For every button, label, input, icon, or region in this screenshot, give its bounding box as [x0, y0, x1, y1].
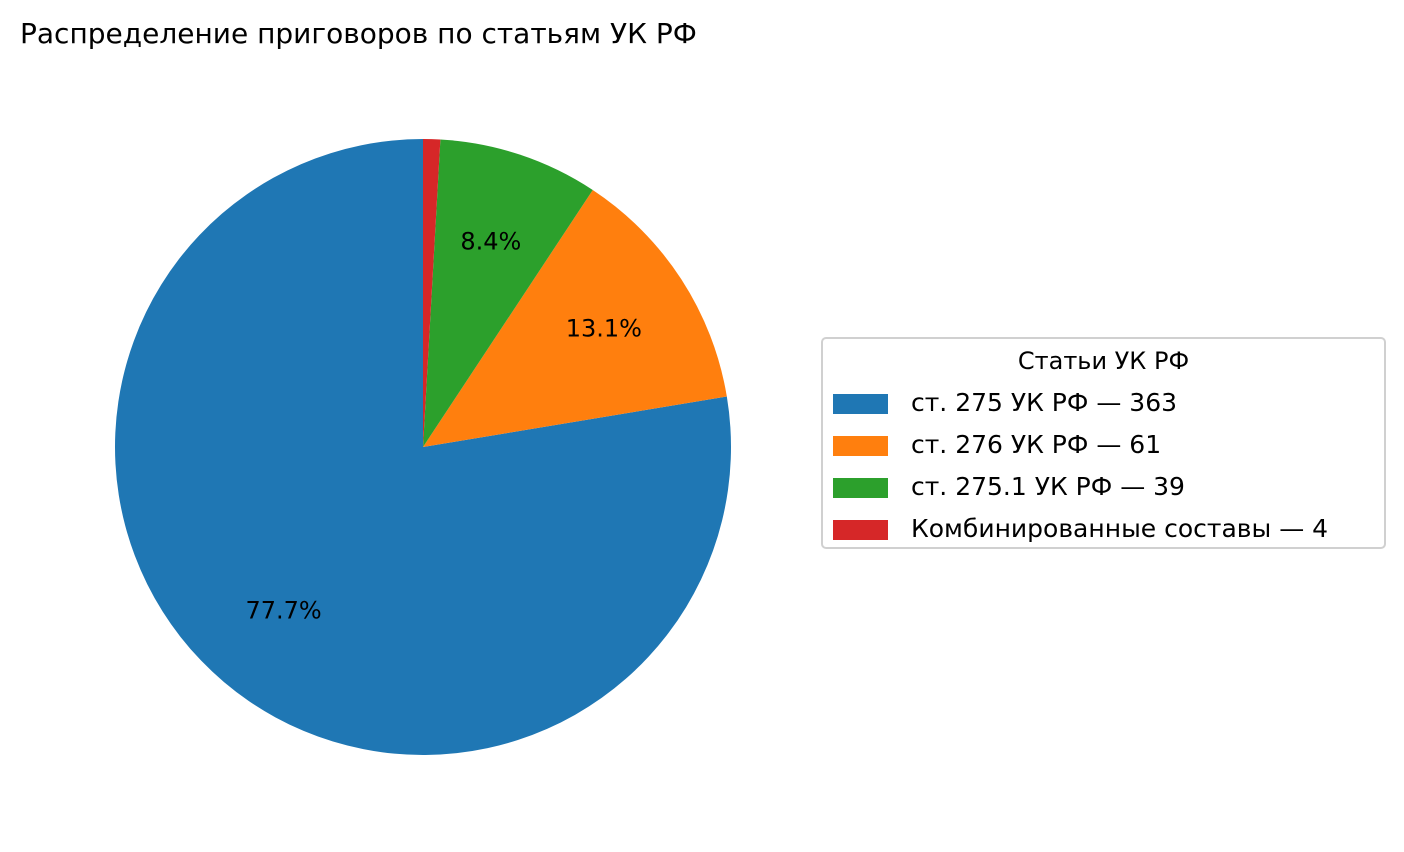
legend-swatch — [833, 394, 888, 414]
legend-label: Комбинированные составы — 4 — [911, 514, 1328, 543]
pie-slice — [423, 139, 593, 447]
legend-box — [821, 337, 1386, 549]
legend-swatch — [833, 436, 888, 456]
legend-title: Статьи УК РФ — [1018, 347, 1189, 375]
slice-label: 8.4% — [460, 227, 521, 255]
legend-label: ст. 275.1 УК РФ — 39 — [911, 472, 1185, 501]
slice-label: 77.7% — [245, 596, 321, 624]
pie-slice — [423, 139, 441, 447]
legend-label: ст. 276 УК РФ — 61 — [911, 430, 1161, 459]
chart-title: Распределение приговоров по статьям УК Р… — [20, 17, 697, 50]
legend-label: ст. 275 УК РФ — 363 — [911, 388, 1177, 417]
pie-slice — [115, 139, 731, 756]
legend-swatch — [833, 478, 888, 498]
pie-slice — [423, 190, 727, 447]
slice-label: 13.1% — [566, 315, 642, 343]
legend-swatch — [833, 520, 888, 540]
